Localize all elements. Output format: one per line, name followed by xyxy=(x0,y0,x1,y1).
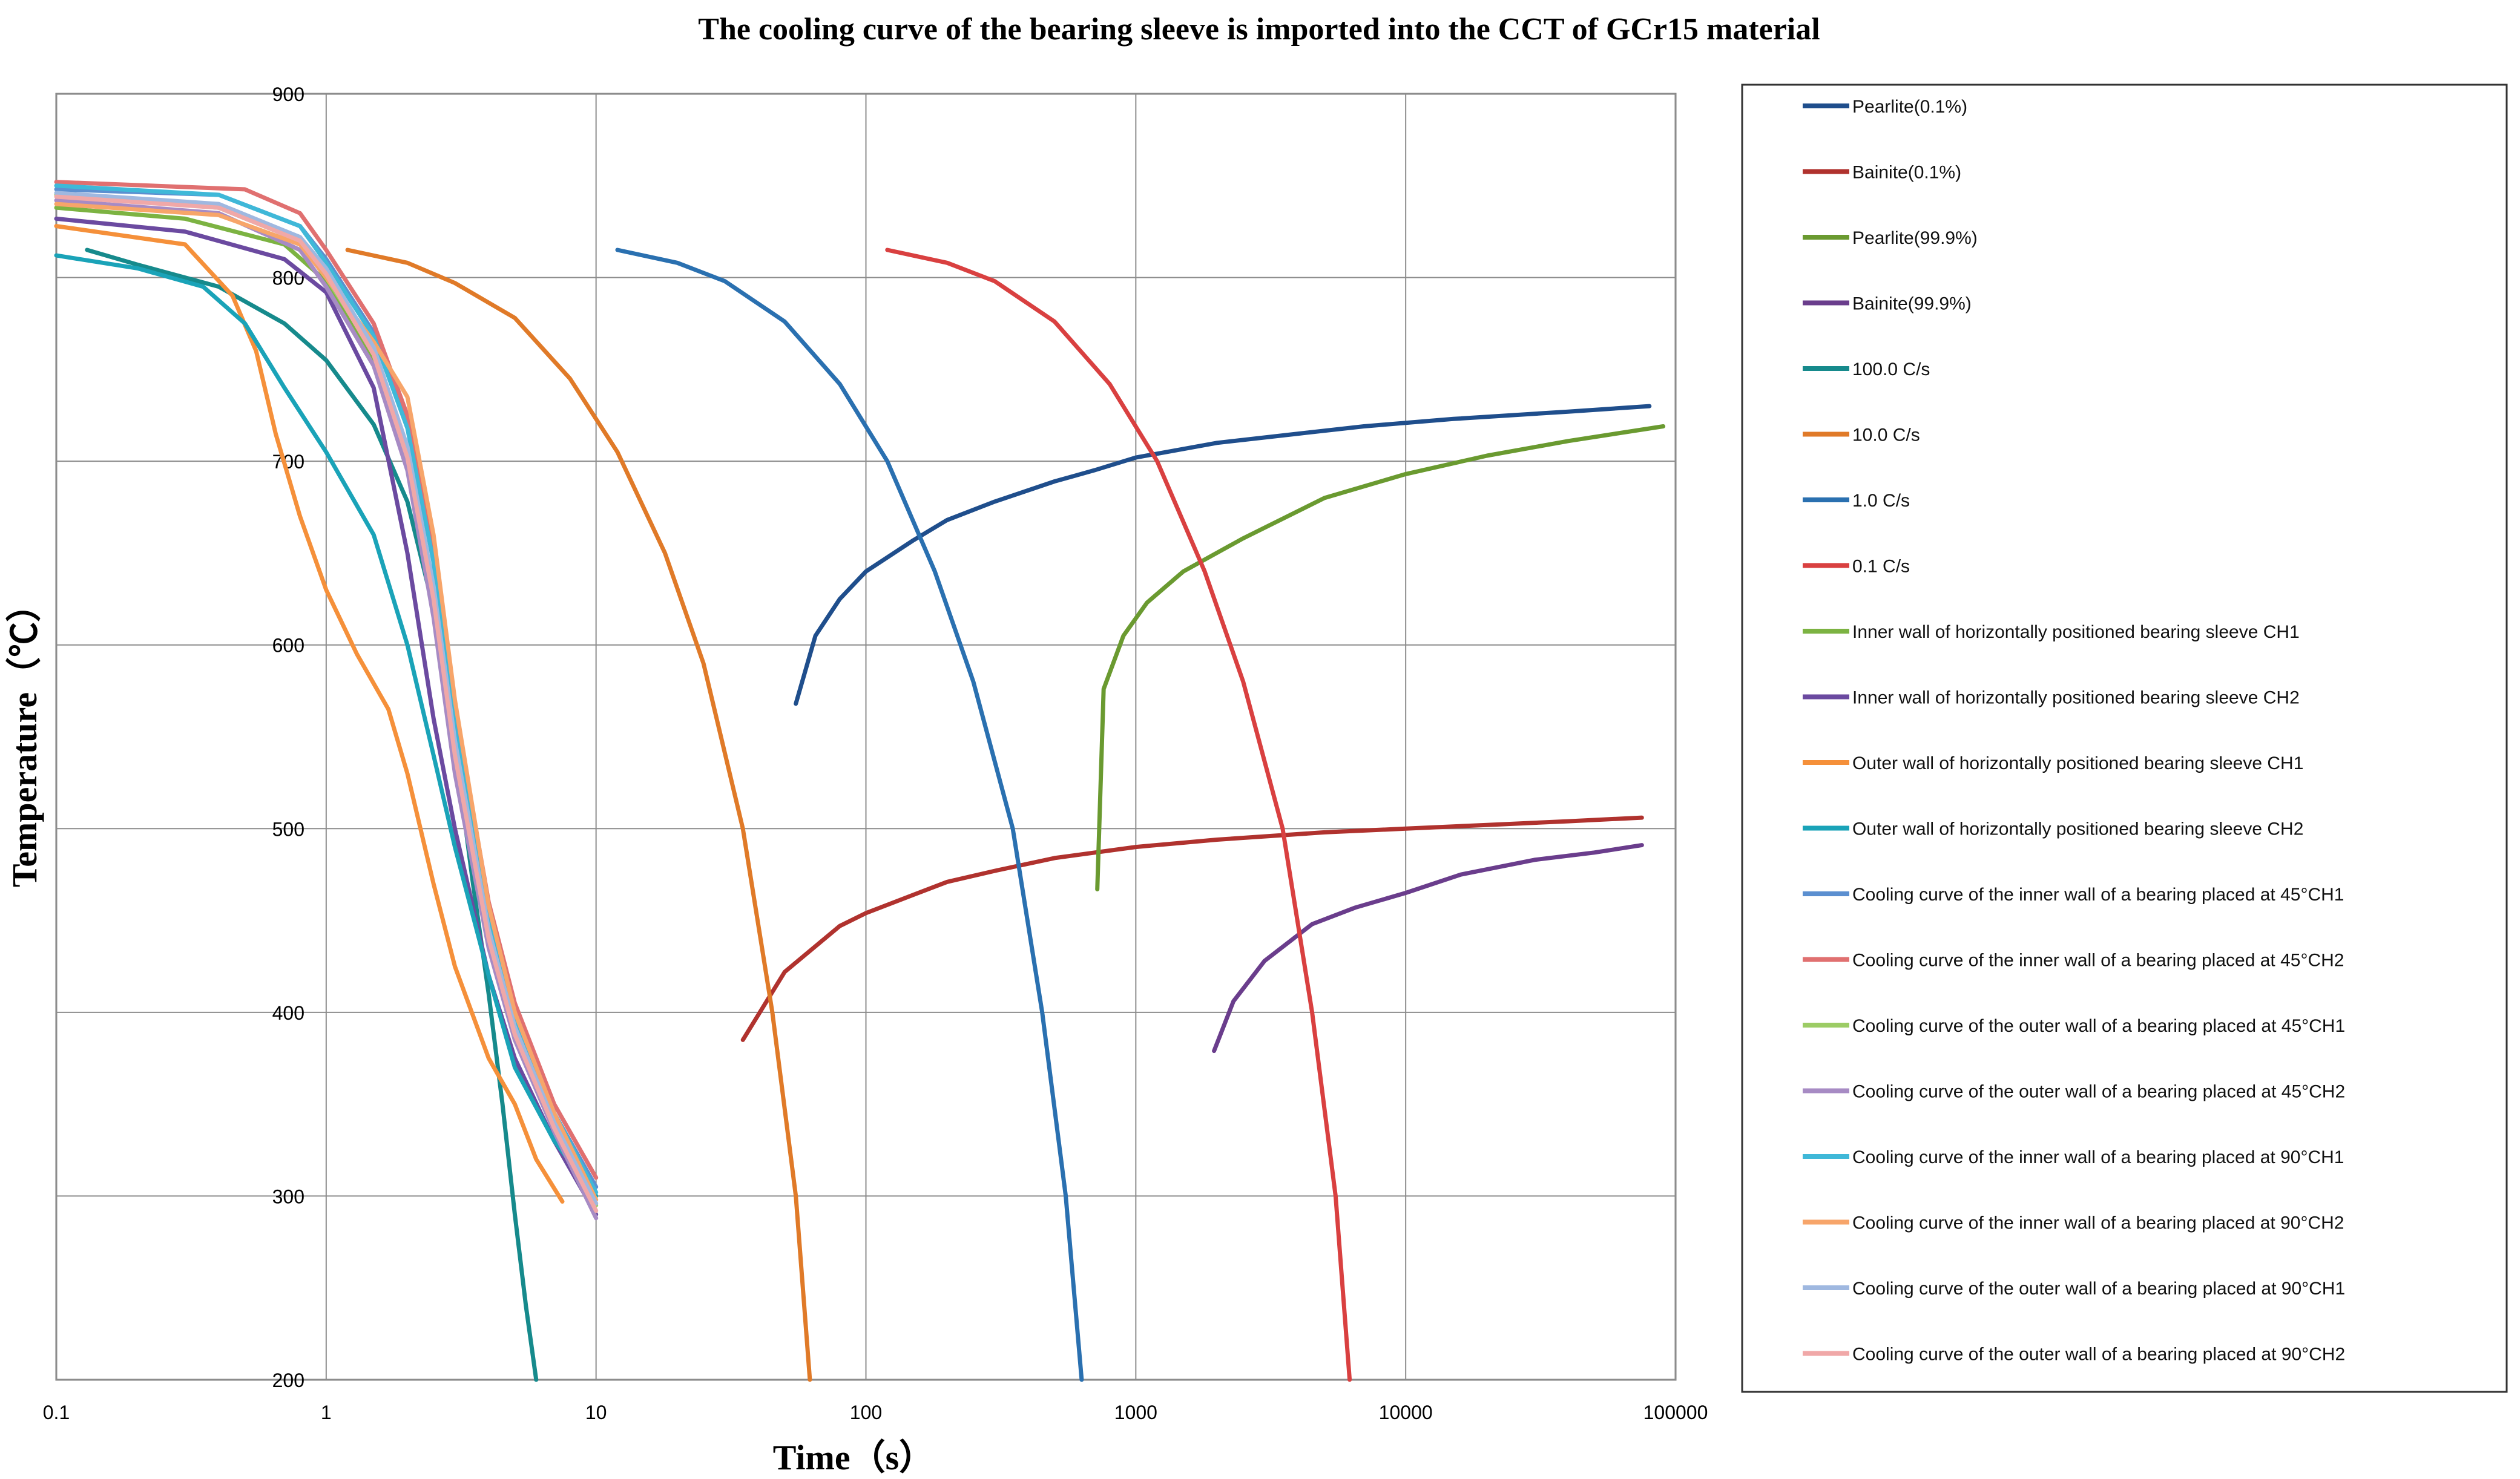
chart-title: The cooling curve of the bearing sleeve … xyxy=(698,12,1820,47)
y-tick-label: 300 xyxy=(272,1185,304,1207)
legend-entry-label: Inner wall of horizontally positioned be… xyxy=(1852,688,2300,708)
legend-entry-label: Cooling curve of the inner wall of a bea… xyxy=(1852,1147,2344,1167)
data-series xyxy=(54,180,1666,1382)
x-axis-label: Time（s） xyxy=(773,1438,934,1477)
legend-entry-label: Outer wall of horizontally positioned be… xyxy=(1852,819,2303,839)
y-tick-label: 900 xyxy=(272,84,304,105)
x-tick-label: 10000 xyxy=(1379,1402,1433,1423)
y-tick-label: 700 xyxy=(272,451,304,473)
legend-entry-label: Pearlite(99.9%) xyxy=(1852,228,1978,248)
x-tick-label: 1 xyxy=(321,1402,332,1423)
gridlines xyxy=(56,93,1676,1380)
x-tick-label: 10 xyxy=(585,1402,607,1423)
legend-entry-label: Cooling curve of the outer wall of a bea… xyxy=(1852,1016,2345,1036)
series-line-20 xyxy=(54,194,599,1213)
y-tick-label: 500 xyxy=(272,818,304,840)
legend-entry-label: Cooling curve of the outer wall of a bea… xyxy=(1852,1082,2345,1102)
legend-box xyxy=(1741,84,2508,1393)
series-line-8 xyxy=(885,248,1352,1382)
legend-entry-label: Cooling curve of the inner wall of a bea… xyxy=(1852,951,2344,971)
y-tick-label: 400 xyxy=(272,1002,304,1024)
series-line-2 xyxy=(740,815,1644,1042)
legend: Pearlite(0.1%) Bainite(0.1%) Pearlite(99.9… xyxy=(1803,97,2345,1365)
legend-entry-label: Outer wall of horizontally positioned be… xyxy=(1852,753,2303,773)
legend-entry-label: Cooling curve of the outer wall of a bea… xyxy=(1852,1279,2345,1299)
series-line-4 xyxy=(1212,843,1644,1054)
legend-entry-label: 10.0 C/s xyxy=(1852,425,1920,445)
x-tick-label: 0.1 xyxy=(43,1402,70,1423)
legend-entry-label: 1.0 C/s xyxy=(1852,491,1910,511)
series-line-6 xyxy=(345,248,812,1382)
y-axis-label: Temperature（℃） xyxy=(5,587,44,887)
x-tick-label: 100 xyxy=(850,1402,882,1423)
y-tick-label: 600 xyxy=(272,635,304,657)
legend-entry-label: 0.1 C/s xyxy=(1852,557,1910,577)
series-line-14 xyxy=(54,180,599,1180)
series-line-18 xyxy=(54,202,599,1202)
series-line-12 xyxy=(54,253,599,1198)
legend-entry-label: Cooling curve of the outer wall of a bea… xyxy=(1852,1345,2345,1365)
legend-entry-label: 100.0 C/s xyxy=(1852,359,1930,379)
series-line-3 xyxy=(1095,424,1666,891)
series-line-7 xyxy=(615,248,1084,1382)
legend-entry-label: Pearlite(0.1%) xyxy=(1852,97,1967,117)
y-tick-label: 200 xyxy=(272,1369,304,1391)
series-line-10 xyxy=(54,216,599,1217)
legend-entry-label: Cooling curve of the inner wall of a bea… xyxy=(1852,1213,2344,1233)
x-tick-label: 100000 xyxy=(1643,1402,1708,1423)
legend-entry-label: Bainite(0.1%) xyxy=(1852,163,1961,183)
series-line-1 xyxy=(794,404,1652,706)
legend-entry-label: Inner wall of horizontally positioned be… xyxy=(1852,622,2300,642)
x-tick-label: 1000 xyxy=(1114,1402,1157,1423)
legend-entry-label: Bainite(99.9%) xyxy=(1852,294,1972,314)
series-line-19 xyxy=(54,191,599,1206)
legend-entry-label: Cooling curve of the inner wall of a bea… xyxy=(1852,885,2344,905)
